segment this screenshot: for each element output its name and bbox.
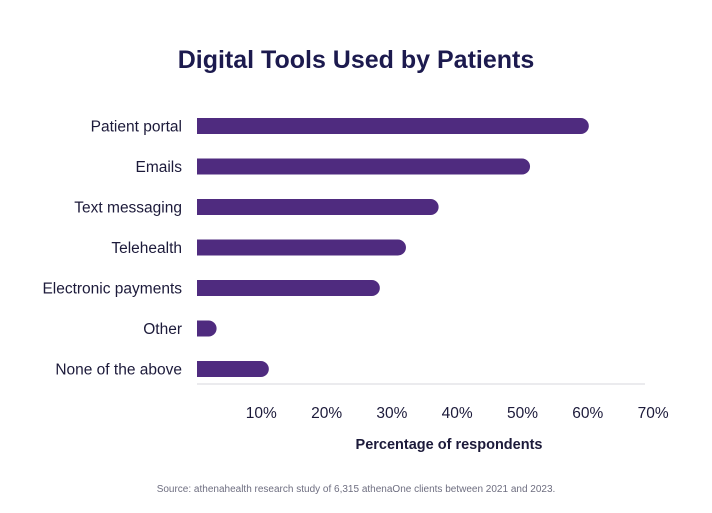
- category-label: Patient portal: [91, 119, 182, 136]
- bar: [197, 199, 439, 215]
- x-tick-label: 20%: [311, 405, 342, 422]
- x-axis-title: Percentage of respondents: [356, 437, 543, 453]
- category-labels: Patient portal Emails Text messaging Telehe…: [42, 119, 182, 379]
- x-tick-labels: 10% 20% 30% 40% 50% 60% 70%: [246, 405, 669, 422]
- chart-title: Digital Tools Used by Patients: [178, 46, 535, 74]
- category-label: Other: [143, 321, 182, 338]
- x-tick-label: 50%: [507, 405, 538, 422]
- bar: [197, 239, 406, 256]
- bar: [197, 280, 380, 296]
- category-label: None of the above: [55, 362, 182, 379]
- x-tick-label: 30%: [376, 405, 407, 422]
- category-label: Text messaging: [74, 200, 182, 217]
- bar: [197, 361, 269, 377]
- bar: [197, 158, 531, 175]
- x-tick-label: 70%: [638, 405, 669, 422]
- source-note: Source: athenahealth research study of 6…: [157, 484, 556, 495]
- x-tick-label: 40%: [442, 405, 473, 422]
- category-label: Emails: [135, 159, 182, 176]
- bar: [197, 118, 589, 134]
- x-tick-label: 10%: [246, 405, 277, 422]
- bar: [197, 320, 217, 337]
- category-label: Telehealth: [111, 240, 182, 257]
- x-tick-label: 60%: [572, 405, 603, 422]
- bars: [197, 118, 589, 377]
- category-label: Electronic payments: [42, 281, 182, 298]
